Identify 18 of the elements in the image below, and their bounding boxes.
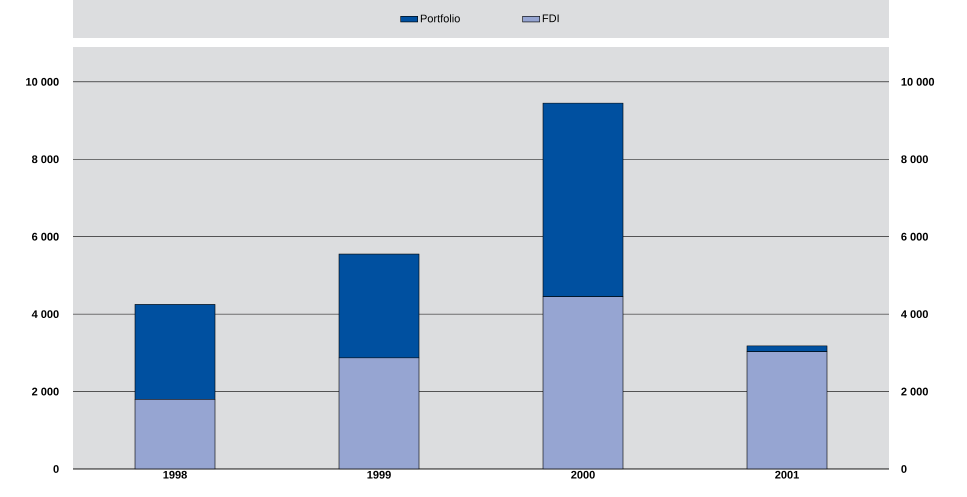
y2-tick-label: 8 000 bbox=[901, 155, 928, 164]
y2-tick-label: 6 000 bbox=[901, 232, 928, 241]
x-tick-label: 2000 bbox=[571, 470, 595, 479]
x-tick-label: 1999 bbox=[367, 470, 391, 479]
x-tick-label: 1998 bbox=[163, 470, 187, 479]
y2-tick-label: 0 bbox=[901, 465, 907, 473]
y-tick-label: 8 000 bbox=[32, 155, 59, 164]
y2-tick-label: 2 000 bbox=[901, 388, 928, 396]
y-tick-label: 10 000 bbox=[26, 78, 59, 86]
y-tick-label: 0 bbox=[53, 465, 59, 473]
y2-tick-label: 4 000 bbox=[901, 310, 928, 318]
y-tick-label: 2 000 bbox=[32, 388, 59, 396]
legend-label: Portfolio bbox=[420, 14, 460, 22]
x-tick-label: 2001 bbox=[775, 470, 799, 479]
y-tick-label: 4 000 bbox=[32, 310, 59, 318]
legend-label: FDI bbox=[542, 14, 559, 22]
y-tick-label: 6 000 bbox=[32, 232, 59, 241]
y2-tick-label: 10 000 bbox=[902, 78, 934, 86]
